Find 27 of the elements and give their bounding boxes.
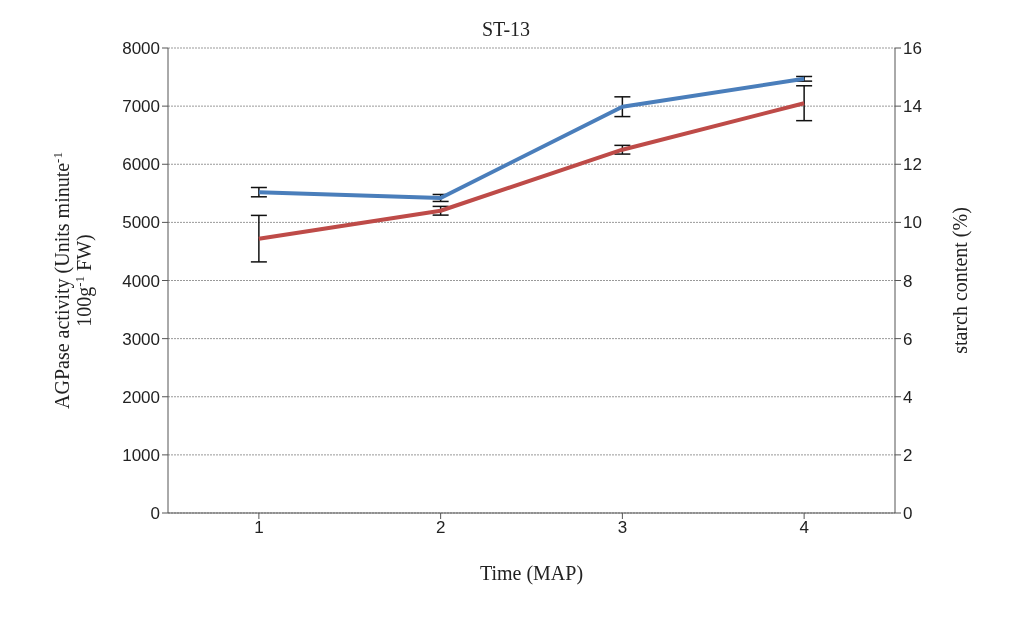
y2-tick-label: 8 [903, 271, 913, 291]
y-tick-label: 4000 [122, 271, 160, 291]
y2-tick-label: 16 [903, 39, 922, 59]
y2-axis-title: starch content (%) [949, 207, 972, 354]
y-tick-label: 2000 [122, 387, 160, 407]
y2-tick-label: 14 [903, 97, 922, 117]
y-tick-label: 8000 [122, 39, 160, 59]
y-tick-label: 7000 [122, 97, 160, 117]
x-tick-label: 3 [617, 518, 628, 538]
y2-tick-label: 0 [903, 504, 913, 524]
y-tick-label: 5000 [122, 213, 160, 233]
x-tick-label: 2 [435, 518, 446, 538]
y2-tick-label: 2 [903, 445, 913, 465]
line-series [256, 101, 807, 241]
line-series [256, 76, 807, 200]
y-tick-label: 6000 [122, 155, 160, 175]
x-axis-title: Time (MAP) [479, 562, 584, 585]
y2-tick-label: 6 [903, 329, 913, 349]
y-tick-label: 1000 [122, 445, 160, 465]
y-tick-label: 3000 [122, 329, 160, 349]
x-tick-label: 4 [799, 518, 809, 538]
y2-tick-label: 12 [903, 155, 922, 175]
y-tick-label: 0 [150, 504, 160, 524]
y2-tick-label: 4 [903, 387, 913, 407]
y2-tick-label: 10 [903, 213, 922, 233]
x-tick-label: 1 [254, 518, 264, 538]
chart-title: ST-13 [481, 18, 531, 40]
